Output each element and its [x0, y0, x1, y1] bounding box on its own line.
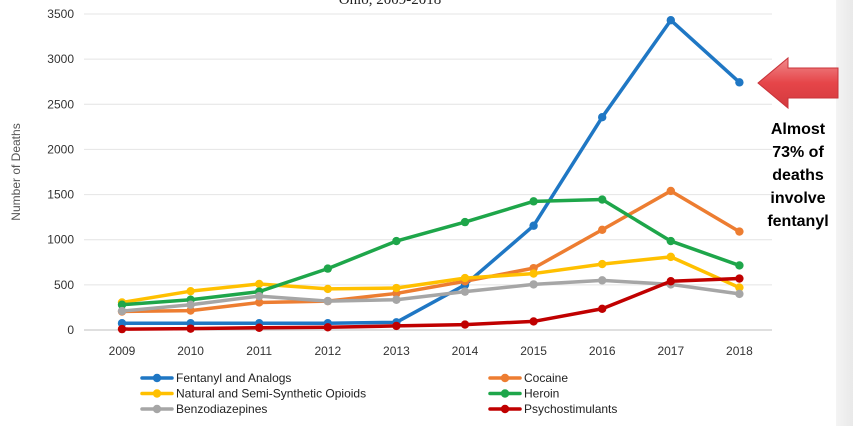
y-tick-label: 2500	[47, 97, 74, 111]
data-point	[666, 236, 675, 246]
x-tick-label: 2015	[520, 344, 547, 358]
data-point	[735, 289, 744, 299]
data-point	[117, 319, 127, 328]
series-line	[120, 278, 742, 313]
chart-title: Ohio, 2009-2018	[339, 0, 442, 8]
x-tick-label: 2016	[589, 344, 616, 358]
y-tick-label: 1000	[47, 233, 74, 247]
data-point	[186, 286, 195, 296]
data-point	[460, 273, 470, 283]
legend-label: Heroin	[524, 387, 559, 401]
legend-marker	[152, 389, 162, 398]
data-point	[323, 264, 332, 273]
data-point	[735, 78, 744, 87]
x-tick-label: 2009	[109, 344, 136, 358]
y-tick-label: 0	[67, 323, 74, 337]
data-point	[529, 317, 538, 326]
data-point	[323, 323, 332, 332]
x-tick-label: 2018	[726, 344, 753, 358]
callout-line-5: fentanyl	[767, 213, 829, 230]
data-point	[392, 236, 401, 246]
legend-label: Psychostimulants	[524, 402, 617, 416]
data-point	[255, 291, 264, 301]
series-line	[120, 18, 742, 325]
data-point	[735, 261, 744, 270]
y-tick-label: 500	[54, 278, 74, 292]
data-point	[529, 197, 538, 206]
x-tick-label: 2011	[246, 344, 272, 358]
data-point	[598, 112, 607, 122]
data-point	[460, 217, 470, 227]
legend-marker	[152, 373, 162, 383]
legend-label: Cocaine	[524, 371, 568, 385]
y-axis-label: Number of Deaths	[9, 123, 23, 220]
legend-marker	[500, 404, 510, 414]
callout-line-1: Almost	[770, 121, 826, 138]
fentanyl-callout: Almost 73% of deaths involve fentanyl	[752, 118, 844, 233]
data-point	[117, 306, 127, 316]
callout-line-3: deaths	[772, 167, 824, 184]
data-point	[117, 300, 127, 309]
series-line	[120, 197, 742, 307]
data-point	[598, 195, 607, 204]
series-line	[120, 189, 742, 314]
data-point	[598, 259, 607, 269]
data-point	[735, 227, 744, 236]
data-point	[598, 304, 607, 313]
data-point	[460, 320, 470, 329]
data-point	[529, 221, 538, 230]
data-point	[598, 225, 607, 234]
data-point	[255, 298, 264, 307]
data-point	[323, 296, 332, 306]
right-edge-background	[836, 0, 853, 426]
data-point	[735, 283, 744, 292]
x-tick-label: 2014	[452, 344, 479, 358]
data-point	[666, 16, 675, 25]
data-point	[117, 324, 127, 334]
data-point	[255, 279, 264, 289]
callout-line-2: 73% of	[772, 144, 824, 161]
data-point	[666, 277, 675, 286]
data-point	[392, 295, 401, 304]
callout-line-4: involve	[770, 190, 826, 207]
data-point	[186, 300, 195, 309]
series-line	[120, 276, 742, 331]
legend-marker	[500, 373, 510, 383]
y-tick-label: 3000	[47, 52, 74, 66]
data-point	[186, 306, 195, 315]
data-point	[666, 252, 675, 262]
legend-label: Natural and Semi-Synthetic Opioids	[176, 387, 366, 401]
series-line	[120, 255, 742, 305]
data-point	[323, 284, 332, 294]
legend-marker	[500, 389, 510, 398]
y-tick-label: 1500	[47, 188, 74, 202]
x-tick-label: 2013	[383, 344, 410, 358]
data-point	[186, 324, 195, 333]
data-point	[666, 186, 675, 196]
legend-label: Benzodiazepines	[176, 402, 267, 416]
legend-marker	[152, 404, 162, 414]
callout-arrow	[757, 56, 839, 110]
y-tick-label: 2000	[47, 142, 74, 156]
data-point	[598, 276, 607, 285]
data-point	[392, 321, 401, 331]
legend-label: Fentanyl and Analogs	[176, 371, 291, 385]
data-point	[529, 280, 538, 289]
x-tick-label: 2012	[314, 344, 341, 358]
data-point	[460, 287, 470, 296]
y-tick-label: 3500	[47, 7, 74, 21]
data-point	[255, 323, 264, 332]
data-point	[529, 269, 538, 278]
data-point	[392, 283, 401, 293]
x-tick-label: 2017	[657, 344, 684, 358]
data-point	[735, 274, 744, 283]
x-tick-label: 2010	[177, 344, 204, 358]
